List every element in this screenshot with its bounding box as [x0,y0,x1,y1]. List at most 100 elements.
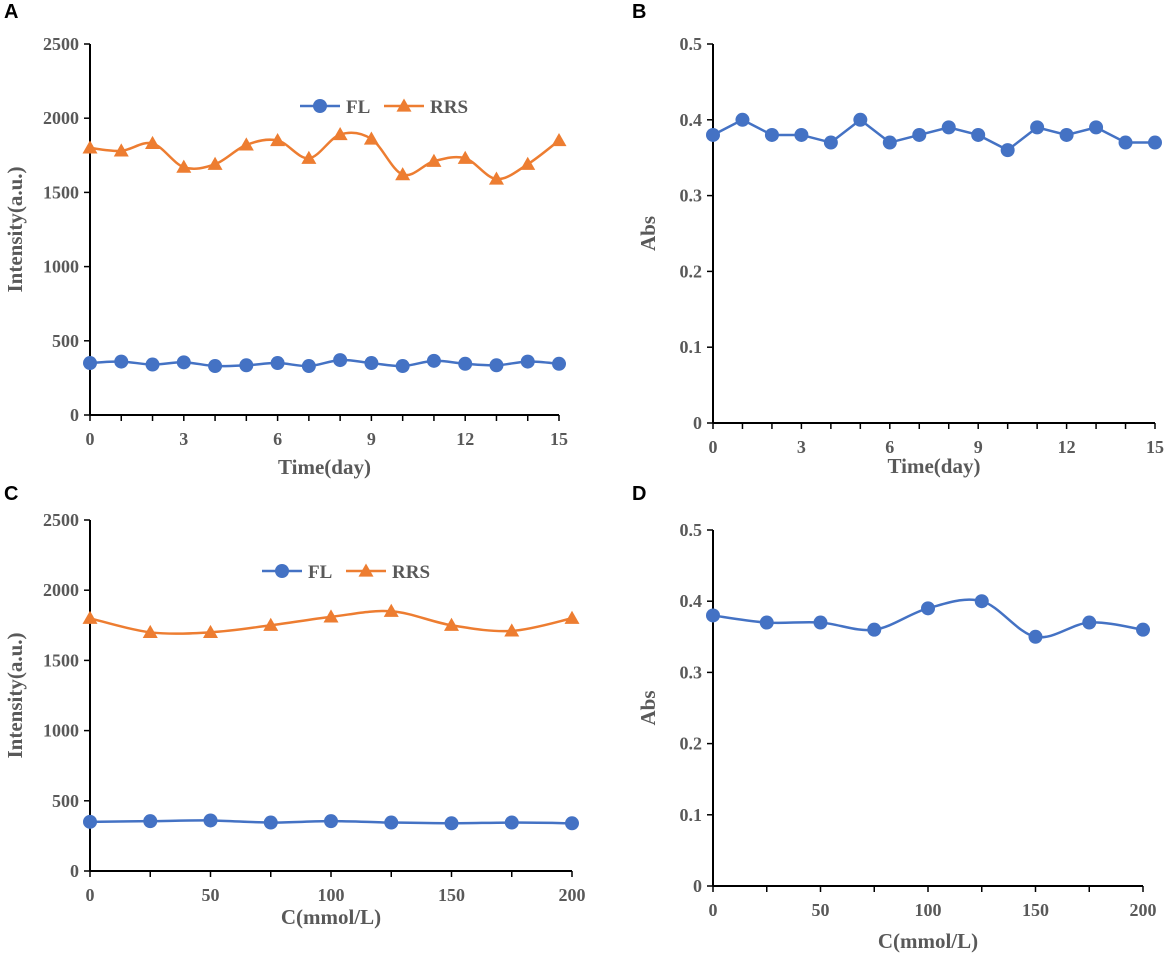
data-point-fl [143,814,158,829]
data-point-rrs [444,617,459,631]
legend: FL RRS [300,97,468,118]
data-point-abs [735,112,750,127]
data-point-abs [971,127,986,142]
series-line-abs [712,118,1155,152]
data-point-fl [458,356,473,371]
data-point-rrs [332,127,348,141]
data-point-abs [1030,120,1045,135]
chart-panel-a: A 0 500 1000 1500 2000 2500 0 3 6 9 12 15 Time(day) In… [3,1,568,479]
x-tick-label: 15 [550,429,568,449]
x-axis-title: Time(day) [278,455,371,479]
data-point-abs [1089,120,1104,135]
data-point-abs [853,112,868,127]
data-point-abs [706,608,720,623]
y-tick-label: 1500 [43,650,79,670]
data-point-rrs [263,617,279,631]
x-tick-label: 6 [273,429,282,449]
y-tick-label: 0 [70,861,79,881]
series-line-fl [89,358,560,368]
data-point-abs [867,622,882,637]
x-tick-label: 50 [812,900,830,920]
data-point-fl [489,358,504,373]
panel-letter: B [632,1,646,23]
data-point-rrs [145,135,161,150]
y-tick-label: 0.4 [680,110,703,130]
y-tick-label: 0.1 [680,337,703,357]
data-point-fl [426,353,441,368]
x-axis-title: Time(day) [888,454,981,478]
y-tick-label: 1500 [43,182,79,202]
chart-panel-c: C 0 500 1000 1500 2000 2500 0 50 100 150 200 C(mmol/… [3,483,586,929]
data-point-abs [813,615,828,630]
data-point-rrs [323,609,339,623]
series-fl [83,353,566,374]
data-point-rrs [301,150,317,164]
data-point-rrs [113,143,129,157]
y-tick-label: 1000 [43,257,79,277]
y-tick-label: 0.5 [680,520,703,540]
x-tick-label: 9 [974,437,983,457]
legend-marker-fl [313,99,327,113]
data-point-abs [1000,143,1015,158]
data-point-abs [974,594,989,609]
x-tick-label: 0 [709,900,718,920]
data-point-fl [263,815,278,830]
y-tick-label: 0 [693,413,702,433]
data-point-rrs [564,610,580,624]
x-tick-label: 12 [1058,437,1076,457]
y-tick-label: 0.3 [680,662,703,682]
data-point-rrs [82,610,98,624]
data-point-rrs [551,132,567,147]
y-tick-label: 2500 [43,510,79,530]
data-point-rrs [363,131,379,145]
x-tick-label: 0 [709,437,718,457]
data-point-fl [145,357,160,372]
y-axis-title: Intensity(a.u.) [3,166,27,292]
y-axis-title: Abs [636,216,660,251]
data-point-abs [1082,615,1097,630]
chart-panel-b: B 0 0.1 0.2 0.3 0.4 0.5 0 3 6 9 12 15 Time(day) Abs [632,1,1164,478]
data-point-fl [364,356,379,371]
x-tick-label: 200 [1130,900,1157,920]
legend-marker-rrs [358,563,374,577]
x-tick-label: 100 [915,900,942,920]
y-tick-label: 1000 [43,721,79,741]
series-line-rrs [89,131,560,181]
data-point-abs [1148,135,1162,150]
data-point-fl [114,354,129,369]
legend-marker-rrs [396,98,412,112]
x-tick-label: 0 [86,429,95,449]
data-point-rrs [203,624,218,638]
data-point-rrs [426,153,442,167]
series-abs [706,112,1162,158]
x-tick-label: 9 [367,429,376,449]
data-point-rrs [207,156,223,170]
data-point-fl [395,359,410,374]
legend-label-fl: FL [346,97,370,118]
data-point-fl [203,813,218,828]
data-point-fl [552,356,566,371]
y-tick-label: 0.2 [680,734,703,754]
data-point-fl [565,816,579,831]
data-point-rrs [270,132,286,147]
y-tick-label: 0.5 [680,34,703,54]
series-abs [706,594,1150,644]
data-point-fl [239,358,254,373]
y-axis-title: Abs [636,690,660,725]
y-tick-label: 500 [52,331,79,351]
data-point-rrs [520,156,536,170]
data-point-abs [912,127,927,142]
data-point-abs [882,135,897,150]
legend-label-rrs: RRS [430,97,468,118]
y-tick-label: 2500 [43,34,79,54]
legend: FL RRS [262,562,430,583]
data-point-fl [270,356,285,371]
y-tick-label: 0 [693,876,702,896]
data-point-abs [823,135,838,150]
x-axis-title: C(mmol/L) [281,905,381,929]
data-point-abs [794,127,809,142]
data-point-fl [301,359,316,374]
x-tick-label: 3 [179,429,188,449]
data-point-abs [941,120,956,135]
chart-panel-d: D 0 0.1 0.2 0.3 0.4 0.5 0 50 100 150 200 C(mmol/L) Ab… [632,483,1157,953]
